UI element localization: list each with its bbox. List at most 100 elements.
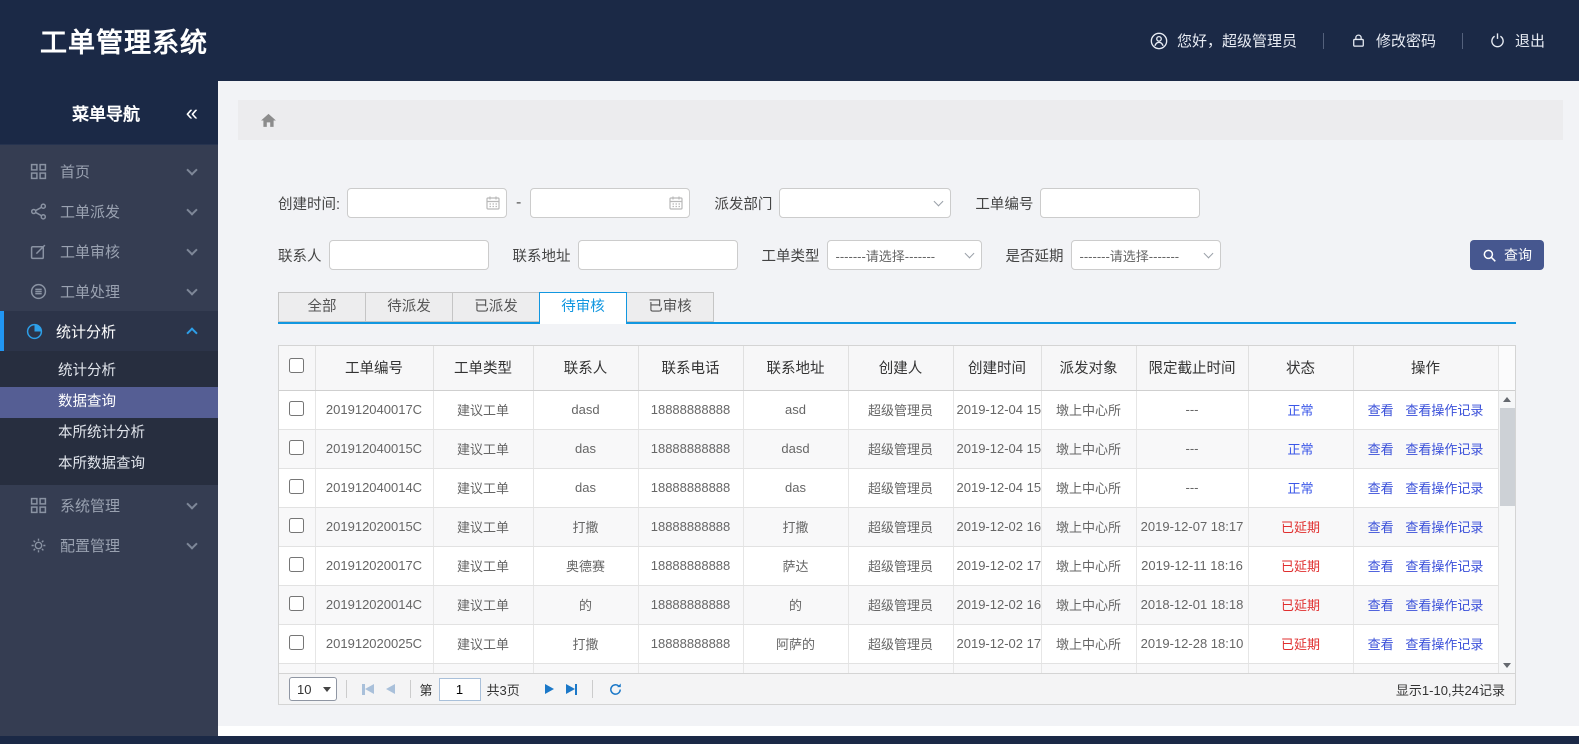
view-log-link[interactable]: 查看操作记录 [1405,403,1484,418]
order-no-input[interactable] [1040,188,1201,218]
cell-creator: 超级管理员 [848,507,954,547]
change-password-link[interactable]: 修改密码 [1350,30,1436,51]
row-checkbox[interactable] [289,674,304,675]
last-page-button[interactable] [565,683,578,695]
view-link[interactable]: 查看 [1367,520,1394,535]
cell-type: 建议工单 [433,468,534,508]
create-time-start-input[interactable] [348,190,481,216]
delay-select[interactable]: -------请选择------- [1070,240,1221,270]
sidebar-subitem-statistics[interactable]: 统计分析 [58,363,116,379]
logout-link[interactable]: 退出 [1489,30,1545,51]
row-checkbox[interactable] [289,478,305,494]
scroll-down-icon[interactable] [1499,657,1515,673]
select-all-checkbox[interactable] [289,358,305,374]
view-log-link[interactable]: 查看操作记录 [1405,559,1484,574]
view-link[interactable]: 查看 [1367,442,1394,457]
search-button[interactable]: 查询 [1470,240,1544,270]
refresh-icon[interactable] [608,682,623,697]
cell-phone: 18888888888 [638,390,744,430]
divider [346,680,347,698]
cell-contact: 奥德赛 [533,546,639,586]
cell-target: 墩上中心所 [1041,585,1137,625]
cell-phone: 18888888888 [638,507,744,547]
edit-icon [29,243,47,260]
type-select[interactable]: -------请选择------- [826,240,982,270]
tab-to-review[interactable]: 待审核 [539,292,627,324]
sidebar-item-review[interactable]: 工单审核 [0,231,218,271]
depart-select[interactable] [779,188,952,218]
cell-contact: 打撒 [533,507,639,547]
calendar-icon[interactable] [480,195,506,211]
prev-page-button[interactable] [385,684,395,694]
row-checkbox-cell [279,663,316,675]
sidebar-item-statistics[interactable]: 统计分析 [0,311,218,351]
search-button-label: 查询 [1504,247,1532,263]
cell-deadline: --- [1136,468,1249,508]
row-checkbox[interactable] [289,400,305,416]
tab-to-dispatch[interactable]: 待派发 [365,292,453,322]
scrollbar-thumb[interactable] [1500,408,1515,506]
create-time-end-input[interactable] [531,190,664,216]
sidebar-subitem-local-statistics[interactable]: 本所统计分析 [58,425,145,441]
row-checkbox[interactable] [289,595,305,611]
cell-contact: das [533,429,639,469]
home-icon[interactable] [260,112,277,129]
view-log-link[interactable]: 查看操作记录 [1405,637,1484,652]
col-type: 工单类型 [433,346,534,391]
delay-label: 是否延期 [1005,248,1064,265]
col-target: 派发对象 [1041,346,1137,391]
tab-all[interactable]: 全部 [278,292,366,322]
cell-status: 正常 [1248,429,1354,469]
divider [1461,32,1463,49]
row-checkbox[interactable] [289,439,305,455]
sidebar-item-system[interactable]: 系统管理 [0,485,218,525]
view-log-link[interactable]: 查看操作记录 [1405,598,1484,613]
view-log-link[interactable]: 查看操作记录 [1405,481,1484,496]
app-title: 工单管理系统 [40,28,208,58]
page-size-select[interactable]: 10 [289,677,337,701]
statistics-submenu: 统计分析 数据查询 本所统计分析 本所数据查询 [0,351,218,485]
pagination-bar: 10 第 共3页 显示1-10,共24记录 [278,674,1516,705]
divider [592,680,594,698]
view-link[interactable]: 查看 [1367,637,1394,652]
view-link[interactable]: 查看 [1367,598,1394,613]
row-checkbox-cell [279,429,316,469]
work-order-table: 工单编号 工单类型 联系人 联系电话 联系地址 创建人 创建时间 派发对象 限定… [278,345,1516,674]
cell-created: 2019-12-02 16 [953,507,1042,547]
view-link[interactable]: 查看 [1367,559,1394,574]
address-input[interactable] [577,240,738,270]
cell-status [1248,663,1354,673]
row-checkbox[interactable] [289,634,305,650]
sidebar-item-dispatch[interactable]: 工单派发 [0,191,218,231]
row-checkbox[interactable] [289,517,305,533]
contact-input[interactable] [328,240,489,270]
row-checkbox[interactable] [289,556,305,572]
page-number-input[interactable] [438,677,481,701]
user-greeting[interactable]: 您好，超级管理员 [1150,30,1297,51]
view-link[interactable]: 查看 [1367,403,1394,418]
cell-created: 2019-12-04 15 [953,390,1042,430]
vertical-scrollbar[interactable] [1498,391,1515,673]
calendar-icon[interactable] [663,195,689,211]
collapse-sidebar-icon[interactable]: « [185,99,198,125]
first-page-button[interactable] [362,683,374,695]
sidebar-subitem-data-query[interactable]: 数据查询 [0,387,218,418]
view-log-link[interactable]: 查看操作记录 [1405,520,1484,535]
tab-reviewed[interactable]: 已审核 [626,292,714,322]
sidebar-item-home[interactable]: 首页 [0,151,218,191]
sidebar-item-config[interactable]: 配置管理 [0,525,218,565]
scrollbar-corner [1498,346,1515,391]
cell-contact: 的 [533,585,639,625]
scroll-up-icon[interactable] [1499,391,1515,407]
table-row: 201912040015C 建议工单 das 18888888888 dasd … [279,429,1499,469]
cell-target: 墩上中心所 [1041,468,1137,508]
sidebar-subitem-local-data-query[interactable]: 本所数据查询 [58,456,145,472]
cell-type: 建议工单 [433,585,534,625]
next-page-button[interactable] [544,684,554,694]
sidebar-item-process[interactable]: 工单处理 [0,271,218,311]
tab-dispatched[interactable]: 已派发 [452,292,540,322]
cell-operations [1353,663,1499,673]
row-checkbox-cell [279,468,316,508]
view-log-link[interactable]: 查看操作记录 [1405,442,1484,457]
view-link[interactable]: 查看 [1367,481,1394,496]
